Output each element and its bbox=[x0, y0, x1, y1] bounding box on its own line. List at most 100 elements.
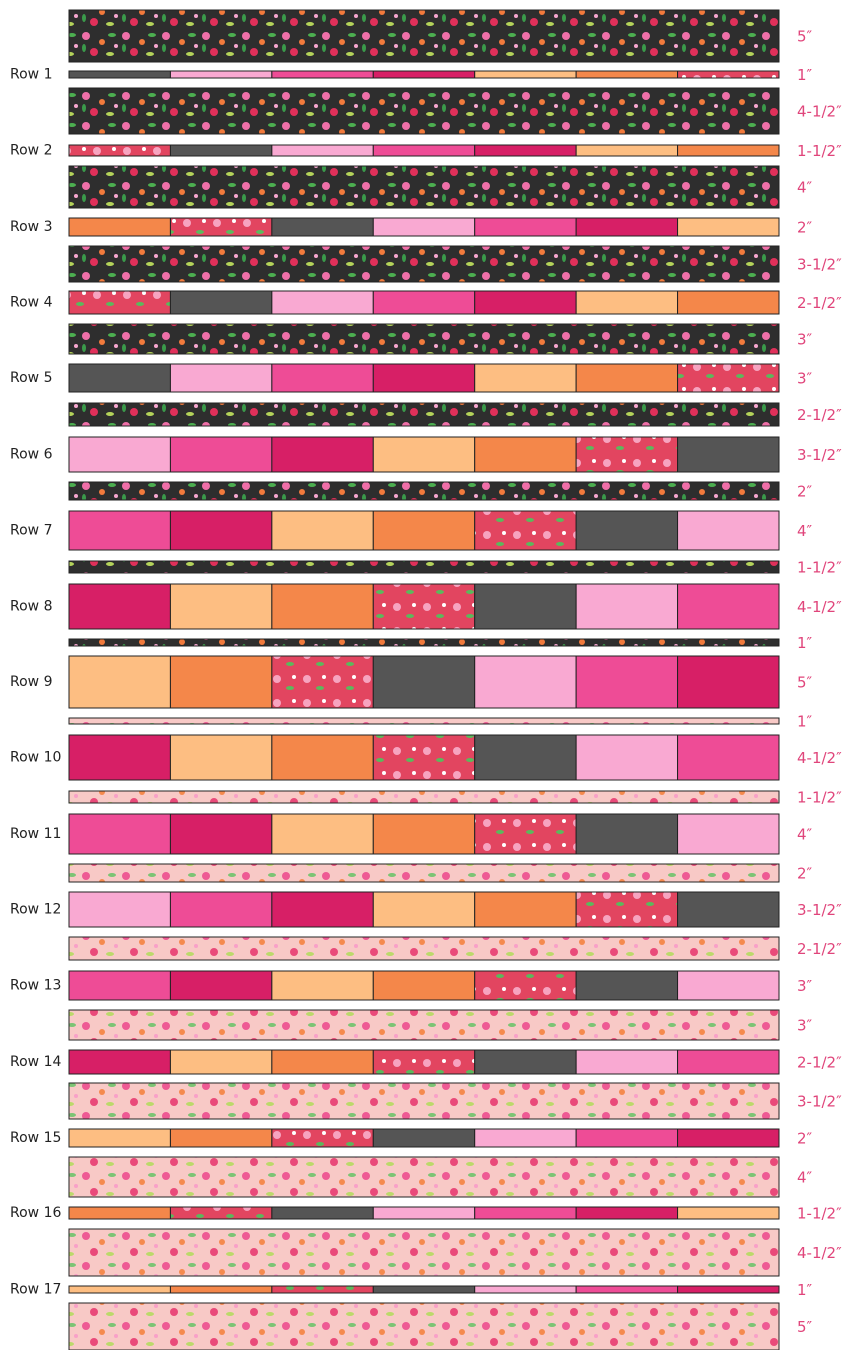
floral-strip bbox=[68, 481, 780, 501]
strip-size: 1″ bbox=[797, 1281, 813, 1299]
strip-size: 4″ bbox=[797, 1169, 813, 1187]
pieced-block bbox=[575, 436, 679, 473]
row-label: Row 3 bbox=[10, 219, 52, 235]
pieced-block bbox=[271, 436, 374, 473]
pieced-block bbox=[271, 510, 374, 551]
pieced-block bbox=[575, 970, 679, 1001]
pieced-block bbox=[575, 290, 679, 315]
pieced-block bbox=[169, 510, 273, 551]
pieced-block bbox=[372, 583, 476, 630]
strip-size: 1″ bbox=[797, 634, 813, 652]
pieced-block bbox=[474, 583, 577, 630]
pieced-block bbox=[677, 1206, 780, 1220]
row-label: Row 7 bbox=[10, 523, 52, 539]
floral-strip bbox=[68, 790, 780, 804]
row-label: Row 4 bbox=[10, 295, 53, 311]
pieced-block bbox=[474, 436, 577, 473]
strip-size: 2″ bbox=[797, 483, 813, 501]
pieced-block bbox=[169, 1128, 273, 1148]
strip-size: 2-1/2″ bbox=[797, 406, 842, 424]
strip-size: 3″ bbox=[797, 370, 813, 388]
strip-size: 3″ bbox=[797, 331, 813, 349]
pieced-block bbox=[677, 510, 780, 551]
strip-size: 1-1/2″ bbox=[797, 1205, 842, 1223]
row-label: Row 14 bbox=[10, 1054, 61, 1070]
strip-size: 3-1/2″ bbox=[797, 446, 842, 464]
row-label: Row 8 bbox=[10, 599, 52, 615]
strip-size: 1″ bbox=[797, 713, 813, 731]
floral-strip bbox=[68, 1009, 780, 1041]
floral-strip bbox=[68, 560, 780, 574]
pieced-block bbox=[677, 813, 780, 855]
row-label: Row 16 bbox=[10, 1205, 61, 1221]
pieced-block bbox=[372, 1206, 476, 1220]
pieced-block bbox=[474, 1285, 577, 1294]
pieced-block bbox=[677, 436, 780, 473]
pieced-block bbox=[68, 144, 171, 157]
pieced-block bbox=[575, 583, 679, 630]
strip-size: 4″ bbox=[797, 522, 813, 540]
row-label: Row 10 bbox=[10, 750, 61, 766]
pieced-block bbox=[677, 891, 780, 928]
strip-size: 2″ bbox=[797, 865, 813, 883]
pieced-block bbox=[677, 70, 780, 79]
floral-strip bbox=[68, 1082, 780, 1120]
row-label: Row 9 bbox=[10, 674, 52, 690]
pieced-block bbox=[169, 583, 273, 630]
strip-size: 4-1/2″ bbox=[797, 749, 842, 767]
strip-size: 3″ bbox=[797, 1017, 813, 1035]
pieced-block bbox=[372, 734, 476, 781]
pieced-block bbox=[474, 970, 577, 1001]
pieced-block bbox=[474, 1206, 577, 1220]
pieced-block bbox=[271, 1285, 374, 1294]
pieced-block bbox=[474, 217, 577, 237]
pieced-block bbox=[677, 1049, 780, 1075]
pieced-block bbox=[575, 510, 679, 551]
pieced-block bbox=[372, 970, 476, 1001]
pieced-block bbox=[677, 1128, 780, 1148]
pieced-block bbox=[372, 70, 476, 79]
pieced-block bbox=[169, 891, 273, 928]
pieced-block bbox=[575, 813, 679, 855]
pieced-block bbox=[575, 891, 679, 928]
floral-strip bbox=[68, 245, 780, 283]
pieced-block bbox=[372, 510, 476, 551]
strip-size: 4-1/2″ bbox=[797, 1244, 842, 1262]
pieced-block bbox=[68, 583, 171, 630]
strip-size: 2″ bbox=[797, 1130, 813, 1148]
row-label: Row 15 bbox=[10, 1130, 61, 1146]
strip-size: 5″ bbox=[797, 674, 813, 692]
pieced-block bbox=[474, 70, 577, 79]
strip-size: 4-1/2″ bbox=[797, 103, 842, 121]
pieced-block bbox=[271, 655, 374, 709]
pieced-block bbox=[372, 290, 476, 315]
floral-strip bbox=[68, 936, 780, 961]
pieced-block bbox=[271, 1049, 374, 1075]
row-label: Row 11 bbox=[10, 826, 61, 842]
pieced-block bbox=[677, 583, 780, 630]
pieced-block bbox=[474, 813, 577, 855]
pieced-block bbox=[68, 1206, 171, 1220]
strip-size: 1″ bbox=[797, 66, 813, 84]
pieced-block bbox=[575, 1128, 679, 1148]
pieced-block bbox=[271, 970, 374, 1001]
floral-strip bbox=[68, 1302, 780, 1350]
pieced-block bbox=[271, 1128, 374, 1148]
pieced-block bbox=[68, 363, 171, 393]
pieced-block bbox=[68, 891, 171, 928]
pieced-block bbox=[677, 734, 780, 781]
pieced-block bbox=[68, 970, 171, 1001]
pieced-block bbox=[169, 436, 273, 473]
pieced-block bbox=[68, 1049, 171, 1075]
pieced-block bbox=[474, 290, 577, 315]
strip-size: 3-1/2″ bbox=[797, 901, 842, 919]
strip-size: 3-1/2″ bbox=[797, 1093, 842, 1111]
pieced-block bbox=[68, 1285, 171, 1294]
pieced-block bbox=[169, 1206, 273, 1220]
pieced-block bbox=[677, 363, 780, 393]
pieced-block bbox=[68, 1128, 171, 1148]
floral-strip bbox=[68, 9, 780, 63]
pieced-block bbox=[677, 144, 780, 157]
pieced-block bbox=[474, 1049, 577, 1075]
pieced-block bbox=[474, 510, 577, 551]
